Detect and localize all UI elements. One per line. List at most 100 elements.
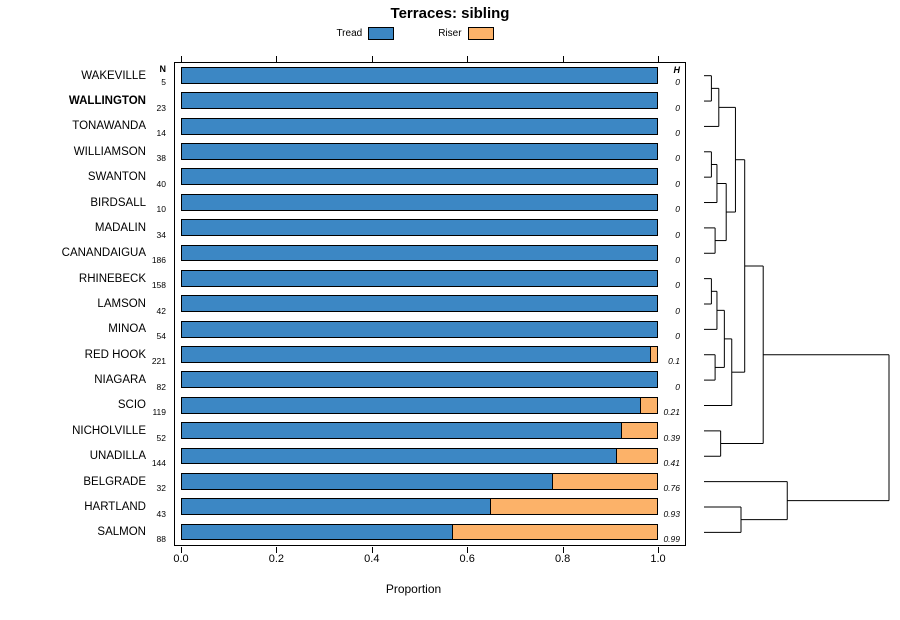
- stacked-bar: [181, 396, 658, 414]
- h-value: 0: [675, 331, 680, 342]
- row-label: SALMON: [97, 526, 146, 539]
- stacked-bar: [181, 498, 658, 516]
- n-column-header: N: [159, 64, 167, 74]
- tread-segment: [181, 447, 617, 465]
- legend-label-riser: Riser: [438, 28, 462, 39]
- n-value: 186: [151, 254, 166, 265]
- legend-label-tread: Tread: [336, 28, 363, 39]
- row-label: WALLINGTON: [68, 95, 146, 108]
- tread-segment: [181, 269, 658, 287]
- h-value: 0: [675, 254, 680, 265]
- row-label: NIAGARA: [94, 374, 146, 387]
- h-value: 0.93: [663, 508, 680, 519]
- x-axis-tick-label: 0.4: [364, 553, 380, 565]
- row-label: MINOA: [108, 323, 146, 336]
- row-label: BIRDSALL: [90, 196, 146, 209]
- row-label: NICHOLVILLE: [72, 424, 146, 437]
- x-axis-tick-bottom: [371, 547, 373, 553]
- stacked-bar: [181, 269, 658, 287]
- row-label: SWANTON: [87, 171, 146, 184]
- x-axis-title: Proportion: [385, 582, 442, 596]
- tread-segment: [181, 244, 658, 262]
- x-axis-tick-bottom: [276, 547, 278, 553]
- tread-segment: [181, 498, 491, 516]
- stacked-bar: [181, 168, 658, 186]
- n-value: 40: [156, 178, 166, 189]
- tread-segment: [181, 472, 553, 490]
- tread-segment: [181, 193, 658, 211]
- h-column-header: H: [673, 65, 681, 75]
- row-label: TONAWANDA: [72, 120, 146, 133]
- stacked-bar: [181, 193, 658, 211]
- n-value: 43: [156, 508, 166, 519]
- x-axis-tick-bottom: [467, 547, 469, 553]
- riser-segment: [622, 422, 658, 440]
- row-label: HARTLAND: [84, 500, 146, 513]
- tread-segment: [181, 523, 453, 541]
- tread-segment: [181, 422, 622, 440]
- h-value: 0: [675, 128, 680, 139]
- x-axis-tick-bottom: [658, 547, 659, 553]
- chart-title: Terraces: sibling: [390, 5, 510, 22]
- h-value: 0.76: [663, 483, 680, 494]
- row-label: UNADILLA: [89, 450, 146, 463]
- x-axis-tick-label: 0.6: [459, 553, 475, 565]
- tread-segment: [181, 117, 658, 135]
- legend: Tread Riser: [0, 27, 830, 40]
- h-value: 0.99: [663, 534, 680, 544]
- legend-swatch-riser: [467, 27, 494, 40]
- stacked-bar: [181, 346, 658, 363]
- tread-segment: [181, 168, 658, 186]
- tread-segment: [181, 67, 658, 84]
- h-value: 0.39: [663, 432, 680, 443]
- n-value: 119: [152, 407, 166, 418]
- row-label: WILLIAMSON: [73, 145, 146, 158]
- n-value: 10: [156, 204, 166, 215]
- plot-area: H 0 0 0 0 0 0 0 0 0 0 0 0.1 0 0.21 0.39 0.41 0.76 0.93 0.9…: [174, 62, 686, 546]
- x-axis-tick-label: 0.0: [173, 553, 189, 565]
- h-value: 0.1: [668, 356, 680, 367]
- h-value: 0: [675, 178, 680, 189]
- stacked-bar: [181, 422, 658, 440]
- stacked-bar: [181, 92, 658, 110]
- h-value: 0: [675, 305, 680, 316]
- row-label: MADALIN: [94, 221, 146, 234]
- n-value: 38: [156, 153, 166, 164]
- x-axis-tick-top: [371, 56, 373, 62]
- stacked-bar: [181, 67, 658, 84]
- row-label: CANANDAIGUA: [61, 247, 146, 260]
- stacked-bar: [181, 523, 658, 541]
- x-axis-tick-label: 1.0: [650, 553, 666, 565]
- row-label: RED HOOK: [84, 348, 146, 361]
- h-value: 0.21: [663, 407, 680, 418]
- tread-segment: [181, 143, 658, 160]
- riser-segment: [553, 472, 658, 490]
- n-value: 52: [156, 432, 166, 443]
- legend-swatch-tread: [368, 27, 395, 40]
- n-value: 88: [156, 534, 166, 544]
- x-axis-tick-bottom: [181, 547, 182, 553]
- stacked-bar: [181, 143, 658, 160]
- n-value: 42: [156, 305, 166, 316]
- x-axis-tick-top: [562, 56, 564, 62]
- h-value: 0: [675, 229, 680, 240]
- n-value: 34: [156, 229, 166, 240]
- row-label: RHINEBECK: [78, 272, 146, 285]
- x-axis-tick-bottom: [562, 547, 564, 553]
- stacked-bar: [181, 117, 658, 135]
- stacked-bar: [181, 244, 658, 262]
- legend-item-tread: Tread: [336, 27, 395, 40]
- n-value: 14: [156, 128, 166, 139]
- tread-segment: [181, 219, 658, 237]
- n-value: 82: [156, 381, 166, 392]
- n-value: 23: [156, 102, 166, 113]
- h-value: 0: [675, 153, 680, 164]
- riser-segment: [491, 498, 658, 516]
- n-value: 32: [156, 483, 166, 494]
- riser-segment: [641, 396, 658, 414]
- riser-segment: [651, 346, 658, 363]
- tread-segment: [181, 396, 641, 414]
- stacked-bar: [181, 295, 658, 313]
- stacked-bar: [181, 219, 658, 237]
- n-value: 158: [151, 280, 166, 291]
